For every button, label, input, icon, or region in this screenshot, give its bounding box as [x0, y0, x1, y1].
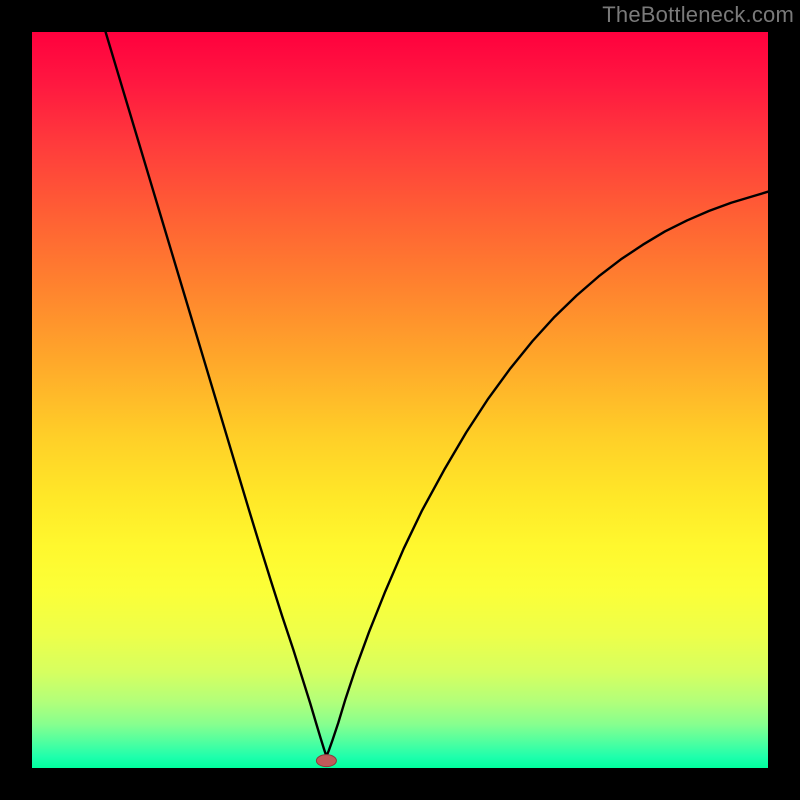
watermark-label: TheBottleneck.com	[602, 2, 794, 28]
chart-plot-area	[32, 32, 768, 768]
chart-container: TheBottleneck.com	[0, 0, 800, 800]
optimum-marker	[316, 755, 336, 767]
bottleneck-chart	[0, 0, 800, 800]
